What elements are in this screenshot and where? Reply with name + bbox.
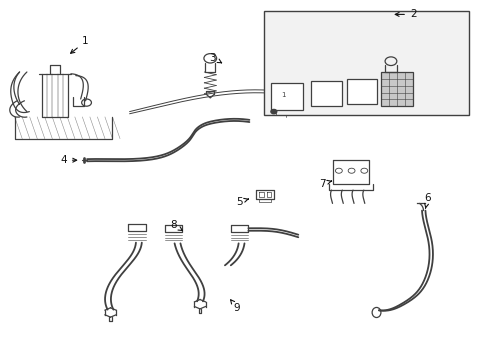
Text: 1: 1 (70, 36, 89, 53)
Bar (264, 11, 468, 115)
Bar (310, 81, 342, 106)
Text: 3: 3 (209, 53, 221, 63)
Text: 8: 8 (170, 220, 182, 230)
Text: 6: 6 (424, 193, 430, 208)
Bar (381, 72, 412, 106)
Text: 5: 5 (236, 197, 248, 207)
Text: 2: 2 (394, 9, 416, 19)
Circle shape (270, 109, 276, 114)
Text: 4: 4 (60, 155, 77, 165)
Text: 7: 7 (319, 179, 331, 189)
Bar (271, 83, 303, 110)
Text: 1: 1 (281, 93, 285, 98)
Ellipse shape (371, 307, 380, 318)
Bar (346, 79, 376, 104)
Text: 9: 9 (230, 300, 240, 313)
